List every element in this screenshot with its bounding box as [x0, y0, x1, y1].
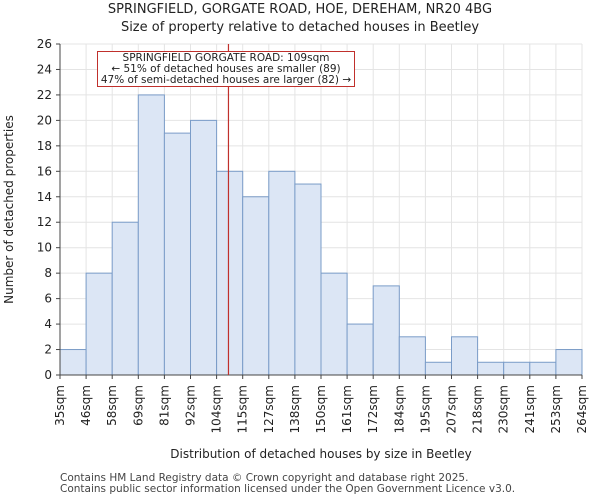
bar [451, 336, 479, 376]
x-tick-label: 127sqm [262, 385, 276, 433]
annotation-line-3: 47% of semi-detached houses are larger (… [100, 74, 352, 86]
x-axis-label: Distribution of detached houses by size … [170, 447, 471, 461]
x-tick-label: 172sqm [366, 385, 380, 433]
bar [59, 349, 87, 376]
x-tick-label: 207sqm [445, 385, 459, 433]
x-tick-label: 69sqm [131, 385, 145, 426]
bar [190, 119, 218, 376]
x-tick-label: 195sqm [418, 385, 432, 433]
property-annotation: SPRINGFIELD GORGATE ROAD: 109sqm ← 51% o… [97, 51, 355, 87]
y-tick-label: 24 [37, 62, 52, 76]
x-tick-label: 161sqm [340, 385, 354, 433]
x-tick-label: 218sqm [471, 385, 485, 433]
x-tick-label: 46sqm [79, 385, 93, 426]
bar [242, 196, 270, 376]
bars [59, 94, 583, 376]
x-tick-label: 150sqm [314, 385, 328, 433]
y-tick-label: 2 [44, 343, 52, 357]
chart-title: SPRINGFIELD, GORGATE ROAD, HOE, DEREHAM,… [107, 2, 493, 17]
y-tick-label: 10 [37, 241, 52, 255]
y-tick-label: 8 [44, 266, 52, 280]
bar [529, 361, 557, 376]
bar [137, 94, 165, 376]
annotation-line-1: SPRINGFIELD GORGATE ROAD: 109sqm [122, 52, 330, 64]
x-tick-label: 104sqm [210, 385, 224, 433]
bar [477, 361, 505, 376]
y-tick-label: 20 [37, 113, 52, 127]
x-tick-label: 230sqm [497, 385, 511, 433]
axes [56, 43, 583, 379]
y-tick-label: 4 [44, 317, 52, 331]
x-tick-label: 241sqm [523, 385, 537, 433]
y-tick-label: 0 [44, 368, 52, 382]
y-tick-label: 12 [37, 215, 52, 229]
bar [320, 272, 348, 376]
x-tick-label: 115sqm [236, 385, 250, 433]
chart-subtitle: Size of property relative to detached ho… [120, 20, 480, 35]
bar [111, 221, 139, 376]
x-tick-label: 58sqm [105, 385, 119, 426]
bar [294, 183, 322, 376]
bar [163, 132, 191, 376]
footer-line-1: Contains HM Land Registry data © Crown c… [60, 472, 469, 484]
x-tick-label: 35sqm [53, 385, 67, 426]
bar [346, 323, 374, 376]
bar [85, 272, 113, 376]
y-tick-label: 6 [44, 292, 52, 306]
bar [268, 170, 296, 376]
footer-line-2: Contains public sector information licen… [60, 483, 516, 495]
x-tick-label: 138sqm [288, 385, 302, 433]
y-tick-label: 26 [37, 37, 52, 51]
bar [555, 349, 583, 376]
x-tick-label: 92sqm [184, 385, 198, 426]
y-tick-label: 14 [37, 190, 52, 204]
bar [216, 170, 244, 376]
y-axis-label: Number of detached properties [2, 115, 16, 304]
annotation-line-2: ← 51% of detached houses are smaller (89… [111, 63, 341, 75]
bar [424, 361, 452, 376]
x-tick-label: 184sqm [392, 385, 406, 433]
bar [398, 336, 426, 376]
x-tick-label: 253sqm [549, 385, 563, 433]
bar [503, 361, 531, 376]
bar [372, 285, 400, 376]
y-tick-label: 22 [37, 88, 52, 102]
x-tick-label: 81sqm [157, 385, 171, 426]
x-tick-label: 264sqm [575, 385, 589, 433]
y-tick-label: 16 [37, 164, 52, 178]
y-tick-label: 18 [37, 139, 52, 153]
